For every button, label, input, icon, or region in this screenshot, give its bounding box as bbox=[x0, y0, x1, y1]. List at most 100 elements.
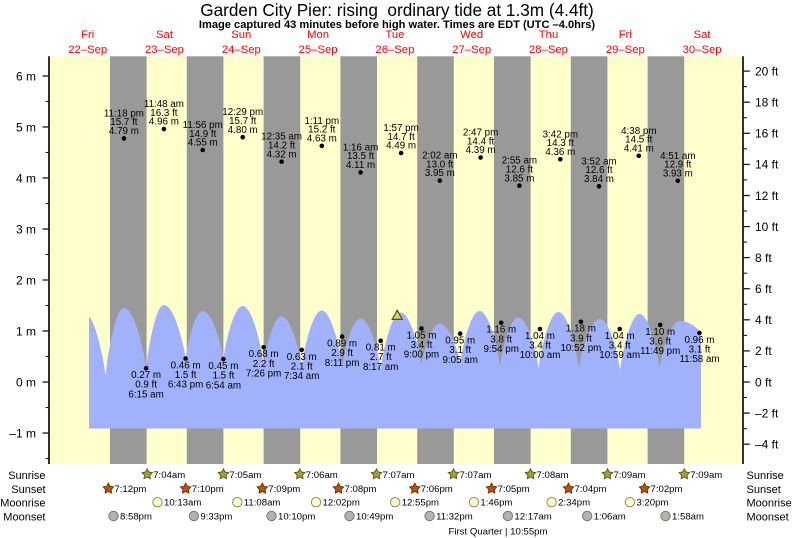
svg-text:14.7 ft: 14.7 ft bbox=[387, 132, 415, 143]
svg-text:8 ft: 8 ft bbox=[755, 251, 772, 265]
svg-text:2.1 ft: 2.1 ft bbox=[291, 361, 313, 372]
svg-text:24–Sep: 24–Sep bbox=[222, 44, 261, 56]
svg-text:12.6 ft: 12.6 ft bbox=[585, 165, 613, 176]
svg-text:11:49 pm: 11:49 pm bbox=[640, 346, 680, 357]
svg-text:14.2 ft: 14.2 ft bbox=[268, 141, 296, 152]
svg-text:6:15 am: 6:15 am bbox=[128, 389, 163, 400]
svg-text:Mon: Mon bbox=[307, 29, 329, 41]
svg-text:1.18 m: 1.18 m bbox=[566, 324, 596, 335]
svg-text:12.9 ft: 12.9 ft bbox=[664, 160, 692, 171]
svg-text:10:49pm: 10:49pm bbox=[356, 512, 393, 523]
svg-text:10 ft: 10 ft bbox=[755, 220, 779, 234]
svg-text:7:04am: 7:04am bbox=[153, 470, 185, 481]
svg-text:0.46 m: 0.46 m bbox=[171, 360, 201, 371]
svg-text:7:09am: 7:09am bbox=[614, 470, 646, 481]
svg-text:2.9 ft: 2.9 ft bbox=[331, 348, 353, 359]
svg-text:15.2 ft: 15.2 ft bbox=[308, 125, 336, 136]
svg-text:Fri: Fri bbox=[81, 29, 94, 41]
svg-text:28–Sep: 28–Sep bbox=[529, 44, 568, 56]
svg-text:Sun: Sun bbox=[231, 29, 251, 41]
svg-text:Tue: Tue bbox=[385, 29, 404, 41]
svg-text:7:05am: 7:05am bbox=[229, 470, 261, 481]
svg-text:1:58am: 1:58am bbox=[672, 512, 704, 523]
svg-text:4.39 m: 4.39 m bbox=[466, 145, 496, 156]
svg-text:14.9 ft: 14.9 ft bbox=[189, 129, 217, 140]
svg-text:1.05 m: 1.05 m bbox=[407, 330, 437, 341]
svg-text:0.81 m: 0.81 m bbox=[366, 343, 396, 354]
svg-text:3:20pm: 3:20pm bbox=[636, 498, 668, 509]
svg-text:11:56 pm: 11:56 pm bbox=[183, 120, 223, 131]
svg-text:3.1 ft: 3.1 ft bbox=[449, 345, 471, 356]
svg-text:1 m: 1 m bbox=[16, 324, 36, 338]
svg-text:4.55 m: 4.55 m bbox=[188, 138, 218, 149]
svg-text:4.49 m: 4.49 m bbox=[386, 141, 416, 152]
svg-text:2.2 ft: 2.2 ft bbox=[253, 359, 275, 370]
svg-text:1:06am: 1:06am bbox=[594, 512, 626, 523]
svg-text:1.5 ft: 1.5 ft bbox=[213, 371, 235, 382]
svg-text:7:02pm: 7:02pm bbox=[651, 484, 683, 495]
svg-text:1.10 m: 1.10 m bbox=[645, 327, 675, 338]
svg-text:7:10pm: 7:10pm bbox=[192, 484, 224, 495]
svg-text:5 m: 5 m bbox=[16, 120, 36, 134]
svg-text:0 ft: 0 ft bbox=[755, 375, 772, 389]
svg-text:11:18 pm: 11:18 pm bbox=[104, 108, 144, 119]
svg-text:12:02pm: 12:02pm bbox=[323, 498, 360, 509]
svg-text:Sunrise: Sunrise bbox=[747, 470, 784, 482]
svg-text:7:04pm: 7:04pm bbox=[575, 484, 607, 495]
svg-text:3.95 m: 3.95 m bbox=[425, 168, 455, 179]
svg-text:2 m: 2 m bbox=[16, 273, 36, 287]
svg-text:Image captured 43 minutes befo: Image captured 43 minutes before high wa… bbox=[199, 19, 596, 31]
svg-text:3:52 am: 3:52 am bbox=[581, 156, 616, 167]
svg-text:9:00 pm: 9:00 pm bbox=[404, 350, 439, 361]
svg-text:4:51 am: 4:51 am bbox=[660, 151, 695, 162]
svg-text:4.36 m: 4.36 m bbox=[545, 147, 575, 158]
svg-text:12:35 am: 12:35 am bbox=[261, 132, 302, 143]
svg-text:3.6 ft: 3.6 ft bbox=[649, 336, 671, 347]
svg-text:0.45 m: 0.45 m bbox=[208, 361, 238, 372]
svg-text:7:08am: 7:08am bbox=[537, 470, 569, 481]
svg-text:10:13am: 10:13am bbox=[164, 498, 201, 509]
svg-text:Moonrise: Moonrise bbox=[747, 498, 792, 510]
svg-text:7:09pm: 7:09pm bbox=[268, 484, 300, 495]
svg-text:4.96 m: 4.96 m bbox=[149, 117, 179, 128]
svg-text:1.5 ft: 1.5 ft bbox=[175, 370, 197, 381]
svg-text:0.27 m: 0.27 m bbox=[131, 370, 161, 381]
svg-text:Thu: Thu bbox=[539, 29, 558, 41]
svg-text:7:09am: 7:09am bbox=[690, 470, 722, 481]
svg-text:2:34pm: 2:34pm bbox=[558, 498, 590, 509]
svg-text:1:11 pm: 1:11 pm bbox=[304, 116, 339, 127]
svg-text:12:29 pm: 12:29 pm bbox=[222, 107, 263, 118]
svg-text:–1 m: –1 m bbox=[9, 426, 36, 440]
svg-text:4 m: 4 m bbox=[16, 171, 36, 185]
svg-text:12 ft: 12 ft bbox=[755, 189, 779, 203]
svg-text:0 m: 0 m bbox=[16, 375, 36, 389]
svg-text:6:43 pm: 6:43 pm bbox=[168, 380, 203, 391]
svg-text:10:10pm: 10:10pm bbox=[278, 512, 315, 523]
svg-text:Moonset: Moonset bbox=[747, 512, 789, 524]
svg-text:7:06am: 7:06am bbox=[306, 470, 338, 481]
svg-text:Garden City Pier: rising ordi: Garden City Pier: rising ordinary tide a… bbox=[200, 0, 594, 20]
svg-text:18 ft: 18 ft bbox=[755, 96, 779, 110]
svg-text:0.89 m: 0.89 m bbox=[327, 339, 357, 350]
svg-text:26–Sep: 26–Sep bbox=[375, 44, 414, 56]
svg-text:1:16 am: 1:16 am bbox=[343, 142, 378, 153]
svg-text:1.16 m: 1.16 m bbox=[486, 325, 516, 336]
svg-text:3.1 ft: 3.1 ft bbox=[689, 345, 711, 356]
svg-text:2:55 am: 2:55 am bbox=[502, 156, 537, 167]
svg-text:6:54 am: 6:54 am bbox=[206, 380, 241, 391]
svg-text:13.0 ft: 13.0 ft bbox=[426, 159, 454, 170]
svg-text:0.96 m: 0.96 m bbox=[685, 335, 715, 346]
svg-text:15.7 ft: 15.7 ft bbox=[229, 116, 257, 127]
svg-text:10:59 am: 10:59 am bbox=[599, 350, 640, 361]
svg-text:2:02 am: 2:02 am bbox=[422, 151, 457, 162]
svg-text:3 m: 3 m bbox=[16, 222, 36, 236]
svg-text:4.63 m: 4.63 m bbox=[307, 134, 337, 145]
svg-text:Fri: Fri bbox=[619, 29, 632, 41]
svg-text:10:52 pm: 10:52 pm bbox=[560, 343, 601, 354]
svg-text:9:33pm: 9:33pm bbox=[200, 512, 232, 523]
svg-text:7:07am: 7:07am bbox=[460, 470, 492, 481]
svg-text:4.80 m: 4.80 m bbox=[228, 125, 258, 136]
svg-text:–4 ft: –4 ft bbox=[755, 438, 779, 452]
svg-text:7:06pm: 7:06pm bbox=[421, 484, 453, 495]
svg-text:20 ft: 20 ft bbox=[755, 64, 779, 78]
